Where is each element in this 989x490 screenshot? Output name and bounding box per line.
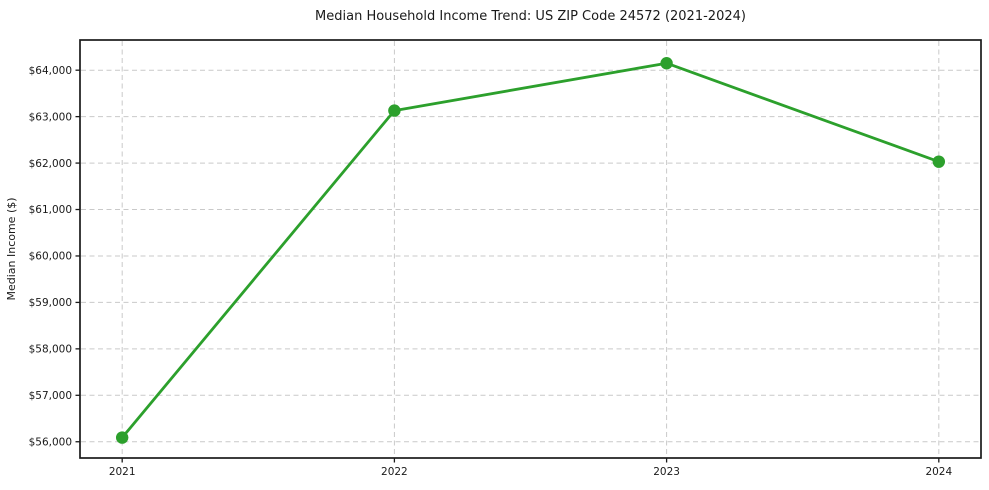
trend-line xyxy=(120,61,941,439)
x-tick-label: 2022 xyxy=(381,466,408,478)
data-point-2024 xyxy=(932,155,946,168)
chart-title: Median Household Income Trend: US ZIP Co… xyxy=(315,9,746,24)
plot-border xyxy=(79,39,982,459)
y-tick-label: $56,000 xyxy=(29,436,72,448)
data-point-2021 xyxy=(115,431,129,444)
y-tick-label: $60,000 xyxy=(29,251,72,263)
y-tick-label: $63,000 xyxy=(29,111,72,123)
data-point-2023 xyxy=(660,57,673,70)
y-tick-label: $61,000 xyxy=(29,204,72,216)
x-tick-label: 2021 xyxy=(109,466,136,478)
y-tick-label: $57,000 xyxy=(29,390,72,402)
y-tick-label: $64,000 xyxy=(29,65,72,77)
y-tick-label: $59,000 xyxy=(29,297,72,309)
data-point-2022 xyxy=(388,104,401,117)
y-tick-label: $58,000 xyxy=(29,344,72,356)
y-axis-label: Median Income ($) xyxy=(5,197,18,300)
y-tick-label: $62,000 xyxy=(29,158,72,170)
x-tick-label: 2023 xyxy=(653,466,680,478)
x-tick-label: 2024 xyxy=(925,466,952,478)
